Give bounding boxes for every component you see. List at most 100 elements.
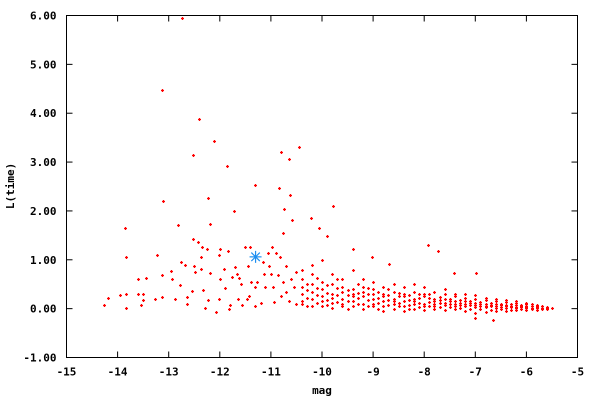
data-point bbox=[469, 308, 472, 311]
data-point bbox=[279, 256, 282, 259]
data-point bbox=[209, 272, 212, 275]
data-point bbox=[107, 297, 110, 300]
data-point bbox=[408, 308, 411, 311]
data-point bbox=[263, 273, 266, 276]
data-point bbox=[475, 272, 478, 275]
data-point bbox=[186, 296, 189, 299]
data-point bbox=[403, 300, 406, 303]
data-point bbox=[321, 288, 324, 291]
data-point bbox=[170, 270, 173, 273]
data-point bbox=[418, 306, 421, 309]
data-point bbox=[464, 297, 467, 300]
data-point bbox=[479, 308, 482, 311]
data-point bbox=[202, 289, 205, 292]
data-point bbox=[326, 299, 329, 302]
data-point bbox=[326, 304, 329, 307]
x-tick-label: -13 bbox=[159, 366, 179, 379]
data-point bbox=[371, 256, 374, 259]
data-point bbox=[331, 302, 334, 305]
data-point bbox=[423, 286, 426, 289]
data-point bbox=[326, 284, 329, 287]
axis-ticks: -15 -14 -13 -12 -11 -10 -9 -8 -7 -6 -5 -1.00 0.00 1.0… bbox=[23, 10, 584, 379]
data-point bbox=[162, 200, 165, 203]
data-point bbox=[433, 305, 436, 308]
data-point bbox=[306, 283, 309, 286]
data-point bbox=[515, 300, 518, 303]
data-point bbox=[280, 151, 283, 154]
data-point bbox=[505, 310, 508, 313]
y-tick-label: -1.00 bbox=[23, 352, 56, 365]
data-point bbox=[184, 264, 187, 267]
data-point bbox=[551, 307, 554, 310]
data-point bbox=[316, 277, 319, 280]
data-point bbox=[145, 277, 148, 280]
data-point bbox=[388, 263, 391, 266]
data-point bbox=[474, 317, 477, 320]
data-point bbox=[413, 308, 416, 311]
data-point bbox=[301, 278, 304, 281]
data-point bbox=[439, 299, 442, 302]
data-point bbox=[485, 311, 488, 314]
data-point bbox=[311, 305, 314, 308]
data-point bbox=[372, 293, 375, 296]
data-point bbox=[444, 298, 447, 301]
data-point bbox=[393, 300, 396, 303]
data-point bbox=[474, 298, 477, 301]
data-point bbox=[301, 293, 304, 296]
x-tick-label: -12 bbox=[210, 366, 230, 379]
data-point bbox=[223, 268, 226, 271]
data-point bbox=[377, 291, 380, 294]
data-point bbox=[298, 146, 301, 149]
data-point bbox=[531, 308, 534, 311]
data-point bbox=[140, 304, 143, 307]
data-point bbox=[546, 307, 549, 310]
data-point bbox=[428, 293, 431, 296]
data-point bbox=[541, 305, 544, 308]
data-point bbox=[226, 165, 229, 168]
data-point bbox=[254, 286, 257, 289]
data-point bbox=[125, 293, 128, 296]
data-point bbox=[301, 300, 304, 303]
data-point bbox=[234, 266, 237, 269]
data-point bbox=[500, 304, 503, 307]
data-point bbox=[142, 293, 145, 296]
data-point bbox=[423, 305, 426, 308]
data-point bbox=[336, 287, 339, 290]
data-point bbox=[352, 295, 355, 298]
data-point bbox=[311, 291, 314, 294]
data-point bbox=[341, 305, 344, 308]
data-point bbox=[352, 305, 355, 308]
data-point bbox=[444, 288, 447, 291]
data-point bbox=[428, 305, 431, 308]
data-point bbox=[275, 252, 278, 255]
data-point bbox=[444, 302, 447, 305]
data-point bbox=[321, 295, 324, 298]
data-point bbox=[490, 304, 493, 307]
data-point bbox=[262, 261, 265, 264]
data-point bbox=[382, 310, 385, 313]
data-point bbox=[228, 308, 231, 311]
data-point bbox=[156, 254, 159, 257]
data-point bbox=[233, 210, 236, 213]
data-point bbox=[124, 227, 127, 230]
data-point bbox=[295, 303, 298, 306]
data-point bbox=[285, 291, 288, 294]
data-point bbox=[215, 311, 218, 314]
data-point bbox=[331, 293, 334, 296]
data-point bbox=[459, 307, 462, 310]
data-point bbox=[207, 197, 210, 200]
data-point bbox=[249, 246, 252, 249]
data-point bbox=[433, 308, 436, 311]
data-point bbox=[181, 17, 184, 20]
data-point bbox=[427, 244, 430, 247]
data-point bbox=[377, 302, 380, 305]
data-point bbox=[367, 299, 370, 302]
data-point bbox=[247, 265, 250, 268]
data-point bbox=[341, 298, 344, 301]
data-point bbox=[413, 300, 416, 303]
data-point bbox=[192, 154, 195, 157]
data-point bbox=[254, 305, 257, 308]
data-point bbox=[191, 290, 194, 293]
data-point bbox=[505, 305, 508, 308]
data-point bbox=[372, 305, 375, 308]
